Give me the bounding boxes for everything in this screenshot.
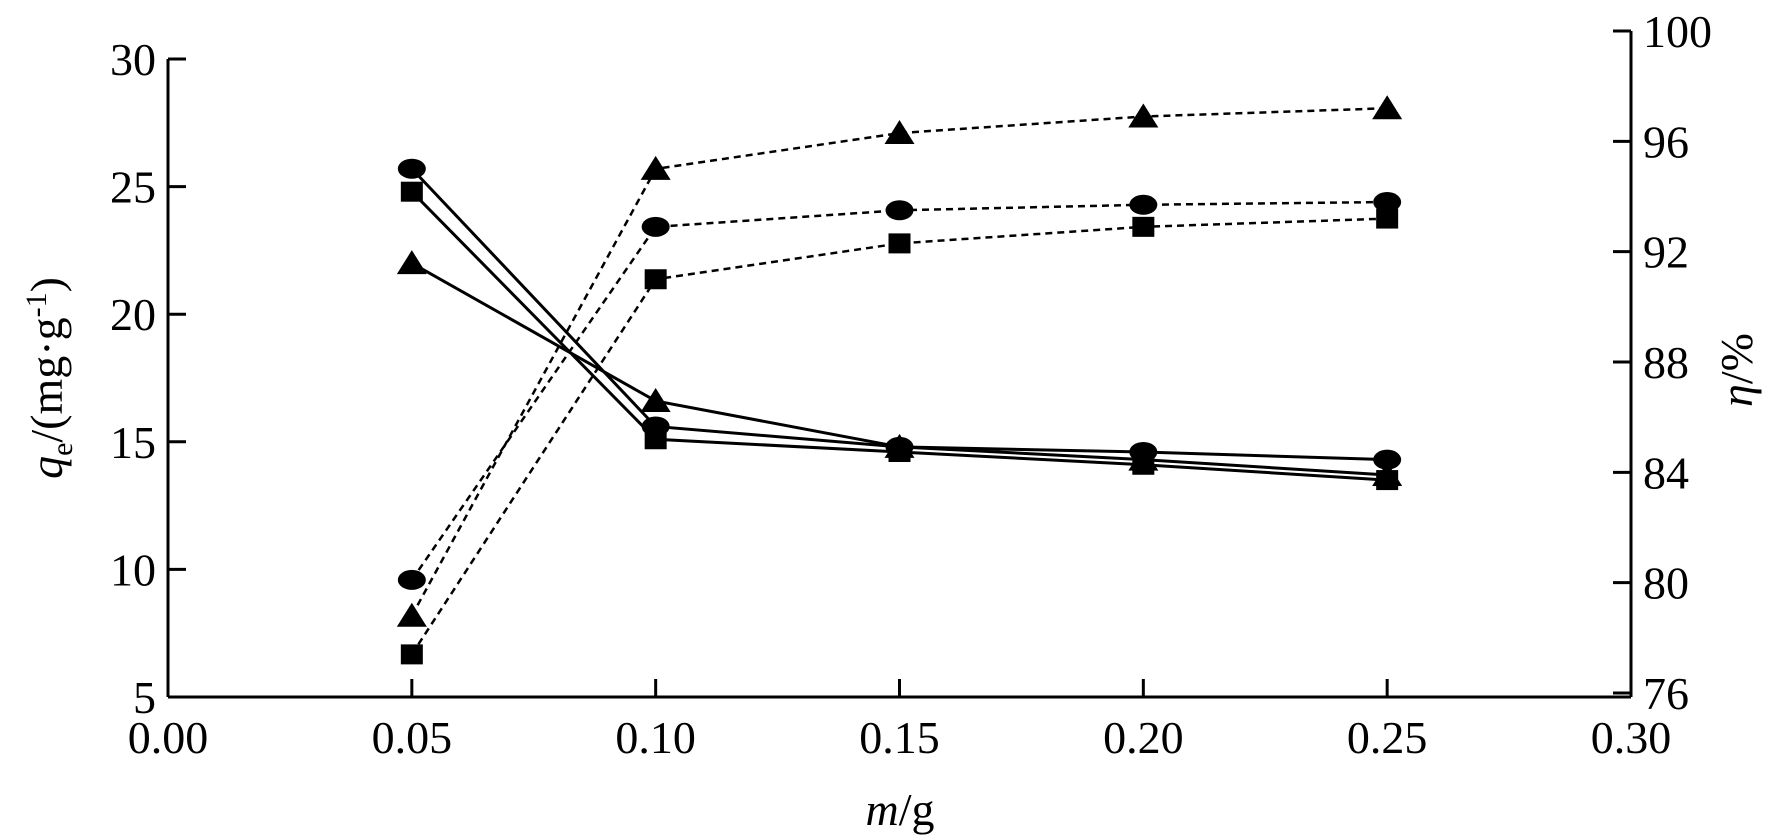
marker [641, 416, 670, 437]
y2-tick-label: 100 [1643, 6, 1712, 57]
x-tick-label: 0.05 [372, 712, 453, 763]
y-tick-label: 30 [110, 34, 156, 85]
marker [1372, 95, 1403, 120]
marker [640, 387, 671, 412]
marker [1132, 216, 1155, 237]
marker [397, 569, 426, 590]
marker [396, 250, 427, 275]
marker [1129, 194, 1158, 215]
x-tick-label: 0.25 [1347, 712, 1428, 763]
y-label-sup: -1 [20, 292, 53, 317]
marker [400, 644, 423, 665]
marker [641, 216, 670, 237]
x-tick-label: 0.15 [859, 712, 940, 763]
marker [396, 602, 427, 627]
y2-label-unit: /% [1711, 333, 1762, 384]
y2-label-var: η [1711, 384, 1762, 407]
marker [644, 269, 667, 290]
y-tick-label: 15 [110, 417, 156, 468]
y-tick-label: 20 [110, 289, 156, 340]
y2-tick-label: 84 [1643, 447, 1689, 498]
marker [888, 233, 911, 254]
y-label-unit: /(mg·g [21, 317, 72, 442]
y-axis-title: qe/(mg·g-1) [20, 277, 79, 479]
y2-tick-label: 80 [1643, 558, 1689, 609]
marker [400, 181, 423, 202]
y2-tick-label: 88 [1643, 337, 1689, 388]
x-tick-label: 0.10 [615, 712, 696, 763]
marker [1373, 192, 1402, 213]
marker [640, 155, 671, 180]
marker [1373, 449, 1402, 470]
series-line [410, 200, 1388, 581]
marker [884, 433, 915, 458]
y2-tick-label: 92 [1643, 227, 1689, 278]
x-tick-label: 0.20 [1103, 712, 1184, 763]
y2-tick-label: 96 [1643, 116, 1689, 167]
y-tick-label: 25 [110, 162, 156, 213]
y2-axis-title: η/% [1711, 333, 1762, 407]
marker [884, 120, 915, 145]
marker [885, 200, 914, 221]
y-label-sub: e [46, 443, 79, 456]
series-line [410, 106, 1388, 617]
marker [1128, 103, 1159, 128]
marker [1376, 208, 1399, 229]
y-label-var: q [21, 456, 72, 479]
marker [397, 158, 426, 179]
x-label-unit: /g [899, 784, 935, 835]
y-tick-label: 10 [110, 544, 156, 595]
x-axis-title: m/g [865, 784, 934, 835]
x-tick-label: 0.30 [1591, 712, 1672, 763]
marker [1372, 461, 1403, 486]
x-label-var: m [865, 784, 898, 835]
marker [1128, 446, 1159, 471]
y-tick-label: 5 [133, 672, 156, 723]
y-label-close: ) [21, 277, 72, 292]
x-tick-label: 0.00 [128, 712, 209, 763]
y2-tick-label: 76 [1643, 668, 1689, 719]
